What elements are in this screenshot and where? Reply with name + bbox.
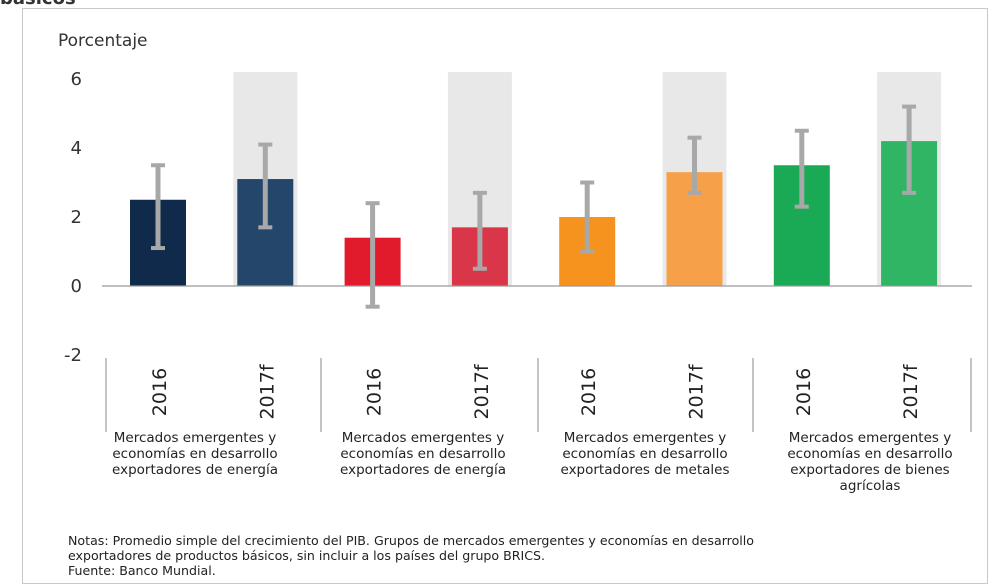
x-tick-label: 2017f <box>686 363 708 419</box>
group-label-agricultural: Mercados emergentes y economías en desar… <box>787 430 953 494</box>
x-tick-label: 2017f <box>900 363 922 419</box>
group-label-energy-2: Mercados emergentes y economías en desar… <box>340 430 506 478</box>
y-tick-label: 0 <box>71 276 82 297</box>
notes-line-1: Notas: Promedio simple del crecimiento d… <box>68 533 754 548</box>
group-label-metals: Mercados emergentes y economías en desar… <box>560 430 730 478</box>
x-tick-label: 2016 <box>364 368 386 416</box>
notes-source: Fuente: Banco Mundial. <box>68 563 216 578</box>
x-tick-label: 2017f <box>471 363 493 419</box>
notes-line-2: exportadores de productos básicos, sin i… <box>68 548 546 563</box>
y-tick-label: 6 <box>71 69 82 90</box>
chart-frame <box>22 8 988 584</box>
x-tick-label: 2016 <box>793 368 815 416</box>
header-fragment: básicos <box>0 0 76 9</box>
group-label-energy-1: Mercados emergentes y economías en desar… <box>112 430 278 478</box>
y-axis-label: Porcentaje <box>58 31 148 51</box>
x-tick-label: 2016 <box>578 368 600 416</box>
y-tick-label: 2 <box>71 207 82 228</box>
y-tick-label: -2 <box>64 345 82 366</box>
x-tick-label: 2016 <box>149 368 171 416</box>
x-tick-label: 2017f <box>256 363 278 419</box>
y-tick-label: 4 <box>71 138 82 159</box>
chart-notes: Notas: Promedio simple del crecimiento d… <box>68 533 968 578</box>
